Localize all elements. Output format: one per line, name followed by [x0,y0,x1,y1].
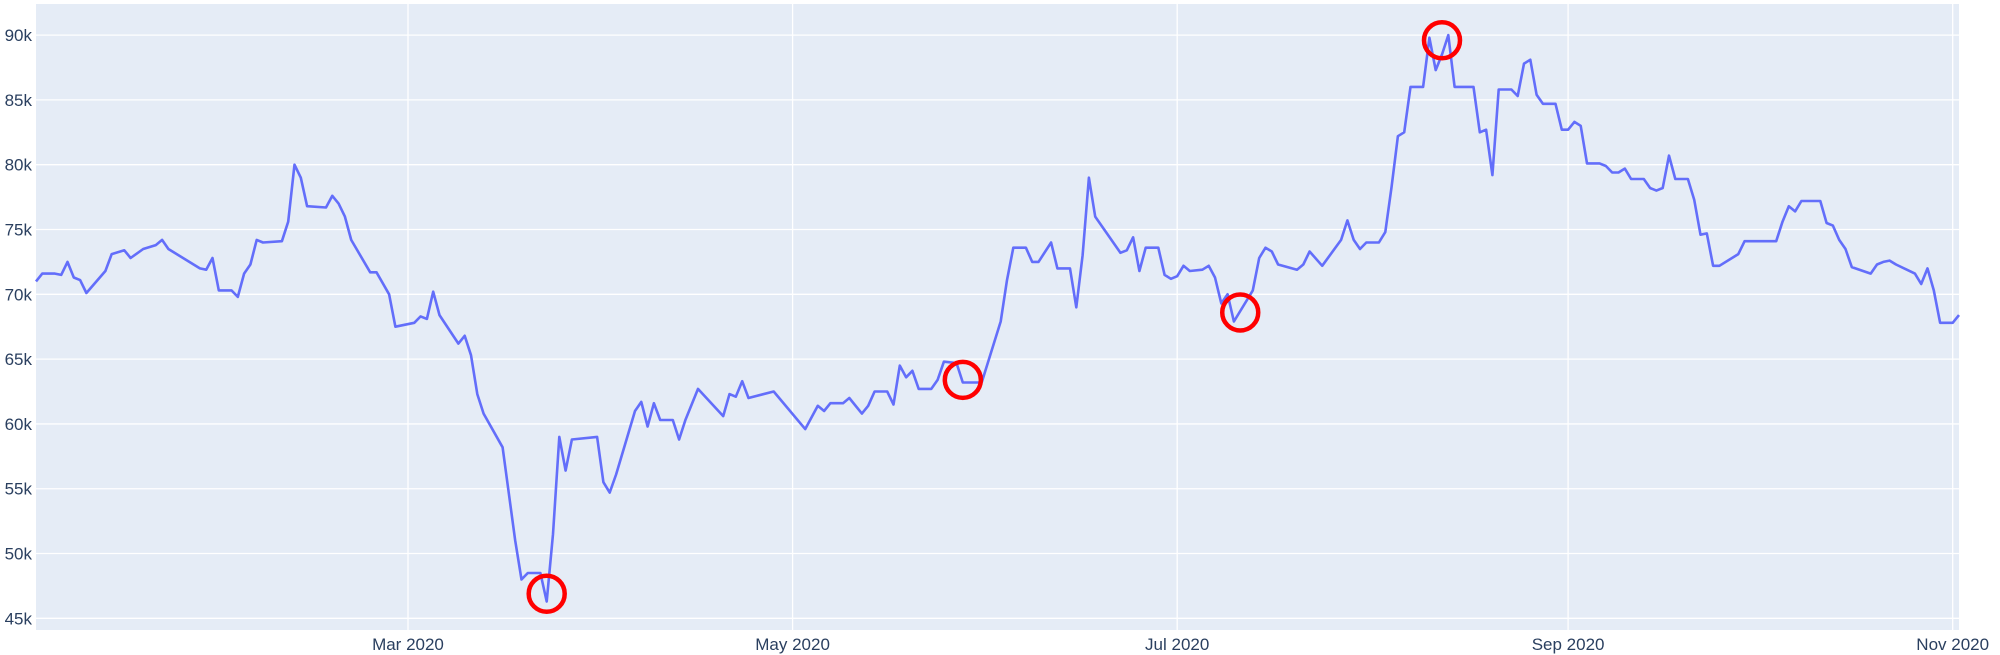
highlight-marker [526,573,567,614]
highlight-marker [942,359,984,401]
y-tick-label: 45k [5,609,33,628]
y-tick-label: 80k [5,156,33,175]
x-tick-label: Mar 2020 [372,635,444,654]
y-tick-label: 60k [5,415,33,434]
y-tick-label: 90k [5,26,33,45]
y-tick-label: 75k [5,221,33,240]
x-tick-label: Sep 2020 [1532,635,1605,654]
highlight-marker [1219,292,1261,333]
x-tick-label: May 2020 [755,635,830,654]
y-tick-label: 65k [5,350,33,369]
x-tick-label: Nov 2020 [1916,635,1989,654]
y-tick-label: 70k [5,285,33,304]
plot-background [36,4,1959,630]
x-tick-label: Jul 2020 [1145,635,1209,654]
y-tick-label: 55k [5,480,33,499]
line [34,33,1961,603]
y-tick-label: 50k [5,545,33,564]
y-tick-label: 85k [5,91,33,110]
highlight-marker [1421,20,1463,61]
